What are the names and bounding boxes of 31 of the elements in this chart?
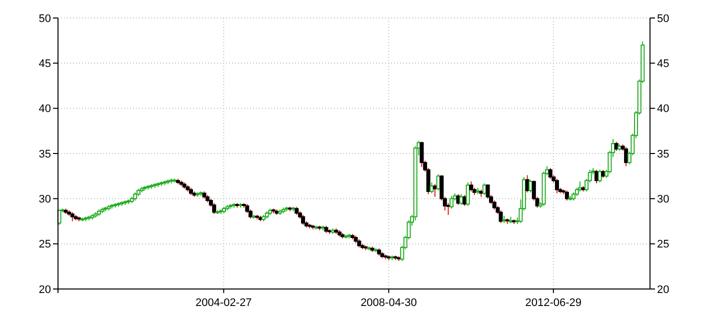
y2-tick-label: 45 xyxy=(657,58,670,70)
candlestick xyxy=(469,181,474,192)
y2-tick-label: 35 xyxy=(657,148,670,160)
candlestick xyxy=(548,167,552,180)
candlestick xyxy=(614,141,618,152)
candlestick xyxy=(301,214,306,226)
candlestick xyxy=(430,182,434,194)
y2-tick-label: 30 xyxy=(657,194,670,206)
y-tick-label: 40 xyxy=(38,103,51,116)
candlestick xyxy=(212,202,216,215)
y-tick-label: 20 xyxy=(38,284,51,296)
y-tick-label: 45 xyxy=(38,58,51,70)
x-tick-label: 2008-04-30 xyxy=(360,297,417,309)
candlestick xyxy=(420,141,424,168)
candlestick xyxy=(624,146,628,167)
candlestick xyxy=(466,182,470,206)
candlestick xyxy=(554,178,559,194)
x-tick-label: 2004-02-27 xyxy=(196,297,252,309)
x-tick-label: 2012-06-29 xyxy=(525,297,582,309)
candlestick xyxy=(564,190,569,201)
candlestick xyxy=(450,195,454,210)
y2-tick-label: 40 xyxy=(657,103,670,116)
y2-tick-label: 50 xyxy=(657,12,670,25)
y-tick-label: 25 xyxy=(38,238,51,251)
y-tick-label: 50 xyxy=(38,12,51,25)
y2-tick-label: 20 xyxy=(657,284,670,296)
y2-tick-label: 25 xyxy=(657,238,670,251)
candlestick xyxy=(498,210,503,224)
y-tick-label: 30 xyxy=(38,194,51,206)
y-tick-label: 35 xyxy=(38,148,51,160)
candlestick xyxy=(70,212,74,222)
